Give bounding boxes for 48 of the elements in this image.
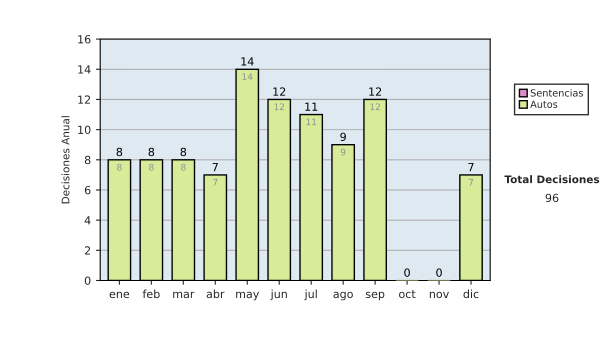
- data-label: 8: [149, 164, 154, 171]
- y-tick-label: 4: [84, 216, 91, 224]
- x-tick-label: ene: [110, 292, 130, 298]
- y-axis-title: Decisiones Anual: [61, 116, 70, 204]
- y-tick-label: 14: [78, 65, 91, 74]
- x-tick-label: may: [236, 292, 260, 300]
- data-label: 9: [340, 148, 346, 156]
- data-label: 12: [274, 103, 284, 110]
- x-tick-label: feb: [142, 290, 160, 298]
- text: Total Decisiones: [504, 175, 600, 184]
- x-tick-label: sep: [366, 292, 384, 300]
- total-label: 0: [436, 268, 442, 277]
- x-tick-label: abr: [206, 290, 224, 298]
- total-label: 11: [305, 102, 318, 111]
- y-tick-label: 10: [78, 126, 90, 134]
- x-tick-label: jun: [270, 290, 287, 300]
- total-label: 7: [468, 162, 474, 172]
- x-tick-label: oct: [399, 290, 416, 298]
- total-label: 7: [212, 162, 218, 172]
- x-tick-label: nov: [430, 292, 449, 298]
- data-label: 7: [213, 178, 218, 186]
- total-label: 8: [180, 148, 186, 156]
- total-label: 8: [116, 148, 122, 156]
- y-tick-label: 6: [84, 186, 90, 194]
- y-tick-label: 8: [84, 156, 90, 164]
- data-label: 12: [370, 103, 380, 110]
- data-label: 14: [242, 73, 252, 80]
- x-tick-label: jul: [304, 290, 317, 300]
- y-tick-label: 0: [84, 276, 90, 285]
- y-tick-label: 16: [78, 35, 90, 44]
- data-label: 11: [306, 118, 316, 126]
- data-label: 7: [468, 178, 474, 186]
- total-label: 14: [241, 57, 254, 66]
- total-label: 0: [404, 268, 410, 277]
- x-tick-label: ago: [333, 292, 353, 300]
- x-tick-label: dic: [464, 290, 478, 298]
- legend-label: Autos: [530, 100, 558, 108]
- data-label: 8: [181, 164, 186, 171]
- legend-label: Sentencias: [530, 89, 583, 97]
- total-label: 12: [273, 87, 286, 96]
- total-label: 12: [369, 87, 382, 96]
- y-tick-label: 12: [78, 95, 90, 104]
- data-label: 8: [117, 164, 122, 171]
- total-label: 8: [148, 148, 154, 156]
- total-label: 9: [340, 132, 346, 142]
- text: 96: [546, 194, 558, 202]
- x-tick-label: mar: [173, 292, 194, 298]
- y-tick-label: 2: [84, 246, 90, 255]
